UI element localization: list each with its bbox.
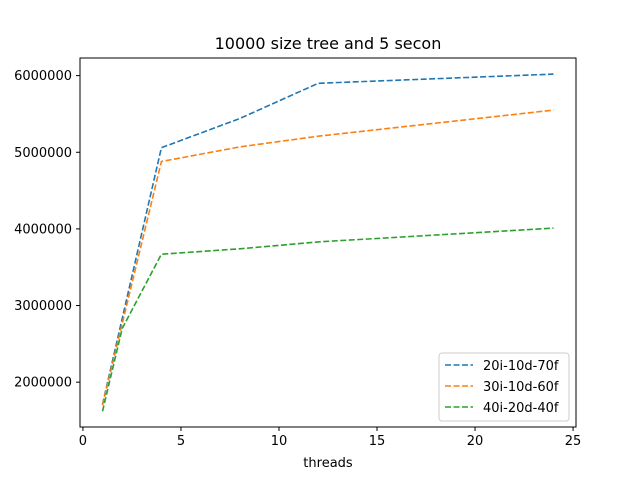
legend-label-1: 20i-10d-70f — [483, 359, 559, 374]
series-line-1 — [101, 73, 554, 405]
legend-box — [438, 352, 570, 422]
y-axis-ticks: 2000000 3000000 4000000 5000000 6000000 — [14, 69, 80, 391]
y-tick-label: 5000000 — [14, 146, 72, 161]
x-tick-label: 20 — [467, 434, 484, 449]
x-axis-ticks: 0 5 10 15 20 25 — [79, 427, 582, 449]
x-tick-label: 5 — [177, 434, 185, 449]
y-tick-label: 3000000 — [14, 299, 72, 314]
legend: 20i-10d-70f 30i-10d-60f 40i-20d-40f — [438, 352, 570, 422]
series-line-3 — [101, 227, 554, 412]
x-axis-label: threads — [303, 456, 353, 471]
y-tick-label: 6000000 — [14, 69, 72, 84]
x-tick-label: 25 — [565, 434, 582, 449]
plot-frame — [79, 57, 577, 428]
y-tick-label: 4000000 — [14, 222, 72, 237]
x-tick-label: 10 — [271, 434, 288, 449]
x-tick-label: 0 — [79, 434, 87, 449]
legend-label-2: 30i-10d-60f — [483, 380, 559, 395]
x-tick-label: 15 — [369, 434, 386, 449]
y-tick-label: 2000000 — [14, 376, 72, 391]
series-layer — [101, 73, 554, 412]
chart-title: 10000 size tree and 5 secon — [215, 34, 442, 53]
legend-label-3: 40i-20d-40f — [483, 401, 559, 416]
series-line-2 — [101, 109, 554, 406]
